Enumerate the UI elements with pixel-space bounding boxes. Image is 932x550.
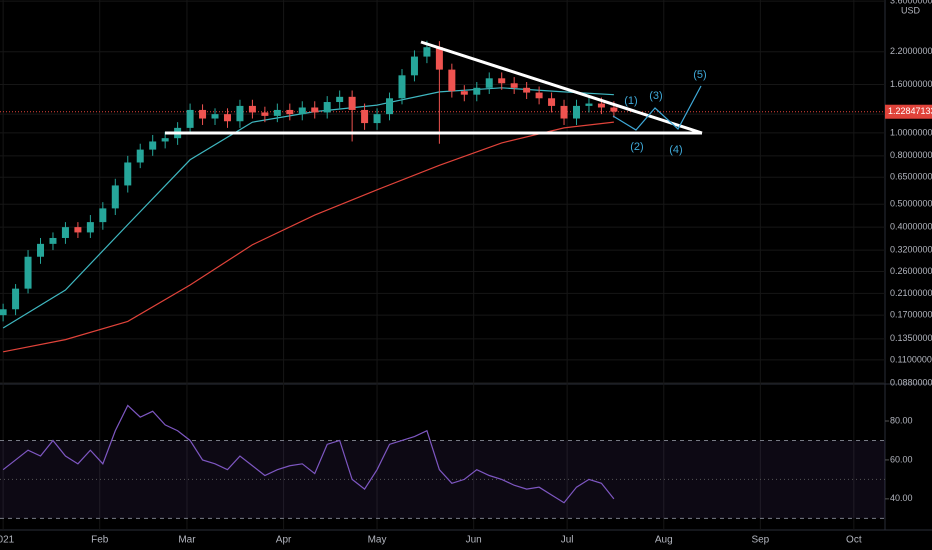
candle-body: [49, 237, 57, 244]
wave-projection: [612, 85, 702, 131]
candle-body: [361, 109, 369, 124]
candle-body: [74, 227, 82, 233]
y-tick-label: 1.60000000: [890, 79, 932, 89]
candle-body: [37, 243, 45, 257]
currency: USD: [901, 5, 921, 15]
candle-body: [548, 98, 556, 106]
x-tick-label: Jun: [466, 535, 482, 546]
candle-body: [136, 149, 144, 163]
candle-body: [423, 47, 431, 57]
wave-label: (3): [649, 90, 662, 102]
price-pane: [0, 0, 885, 530]
y-tick-label: 3.60000000: [890, 0, 932, 6]
x-tick-label: Sep: [751, 535, 769, 546]
candle-body: [460, 91, 468, 95]
candle-body: [535, 92, 543, 99]
candle-body: [348, 96, 356, 110]
candle-body: [286, 109, 294, 115]
rsi-band: [0, 440, 885, 519]
candle-body: [248, 105, 256, 113]
candle-body: [211, 114, 219, 119]
x-tick-label: Jul: [561, 535, 574, 546]
candle-body: [311, 107, 319, 113]
candle-body: [24, 256, 32, 289]
candle-body: [473, 87, 481, 95]
candle-body: [323, 102, 331, 113]
candle-body: [398, 75, 406, 99]
last-price-label: 1.22847133: [888, 106, 932, 116]
candle-body: [99, 208, 107, 223]
candle-body: [572, 105, 580, 119]
x-tick-label: Feb: [91, 535, 109, 546]
candle-body: [448, 69, 456, 92]
candle-body: [585, 103, 593, 106]
x-tick-label: May: [368, 535, 387, 546]
candle-body: [373, 114, 381, 124]
resistance-line: [420, 40, 703, 135]
candle-body: [610, 107, 618, 112]
candle-body: [12, 288, 20, 310]
candle-body: [298, 107, 306, 115]
wave-label: (4): [669, 144, 682, 156]
candle-body: [485, 78, 493, 88]
candle-body: [597, 103, 605, 108]
candle-body: [86, 222, 94, 233]
rsi-tick-label: 40.00: [890, 493, 913, 503]
candle-body: [523, 87, 531, 93]
candle-body: [435, 47, 443, 70]
candle-body: [386, 98, 394, 115]
moving-average: [3, 121, 614, 353]
candle-body: [161, 138, 169, 142]
candle-body: [498, 78, 506, 84]
candle-body: [124, 162, 132, 186]
candle-body: [149, 141, 157, 150]
y-tick-label: 2.20000000: [890, 46, 932, 56]
candle-body: [186, 109, 194, 128]
candle-body: [0, 309, 7, 316]
x-tick-label: Aug: [655, 535, 673, 546]
last-price-box: [885, 104, 932, 119]
candle-body: [560, 105, 568, 119]
wave-label: (1): [624, 95, 637, 107]
candle-body: [61, 227, 69, 238]
x-tick-label: Oct: [846, 535, 862, 546]
candle-body: [410, 56, 418, 76]
x-tick-label: Mar: [178, 535, 196, 546]
candle-body: [236, 105, 244, 122]
wave-label: (2): [630, 141, 643, 153]
candle-body: [273, 109, 281, 116]
candle-body: [510, 83, 518, 88]
candle-body: [261, 112, 269, 116]
rsi-line: [2, 404, 615, 504]
rsi-tick-label: 60.00: [890, 454, 913, 464]
candle-body: [111, 185, 119, 209]
rsi-tick-label: 80.00: [890, 415, 913, 425]
candle-body: [223, 114, 231, 122]
candle-body: [336, 96, 344, 103]
wave-label: (5): [693, 69, 706, 81]
candle-body: [199, 109, 207, 119]
x-tick-label: Apr: [276, 535, 292, 546]
x-tick-label: 2021: [0, 535, 15, 546]
